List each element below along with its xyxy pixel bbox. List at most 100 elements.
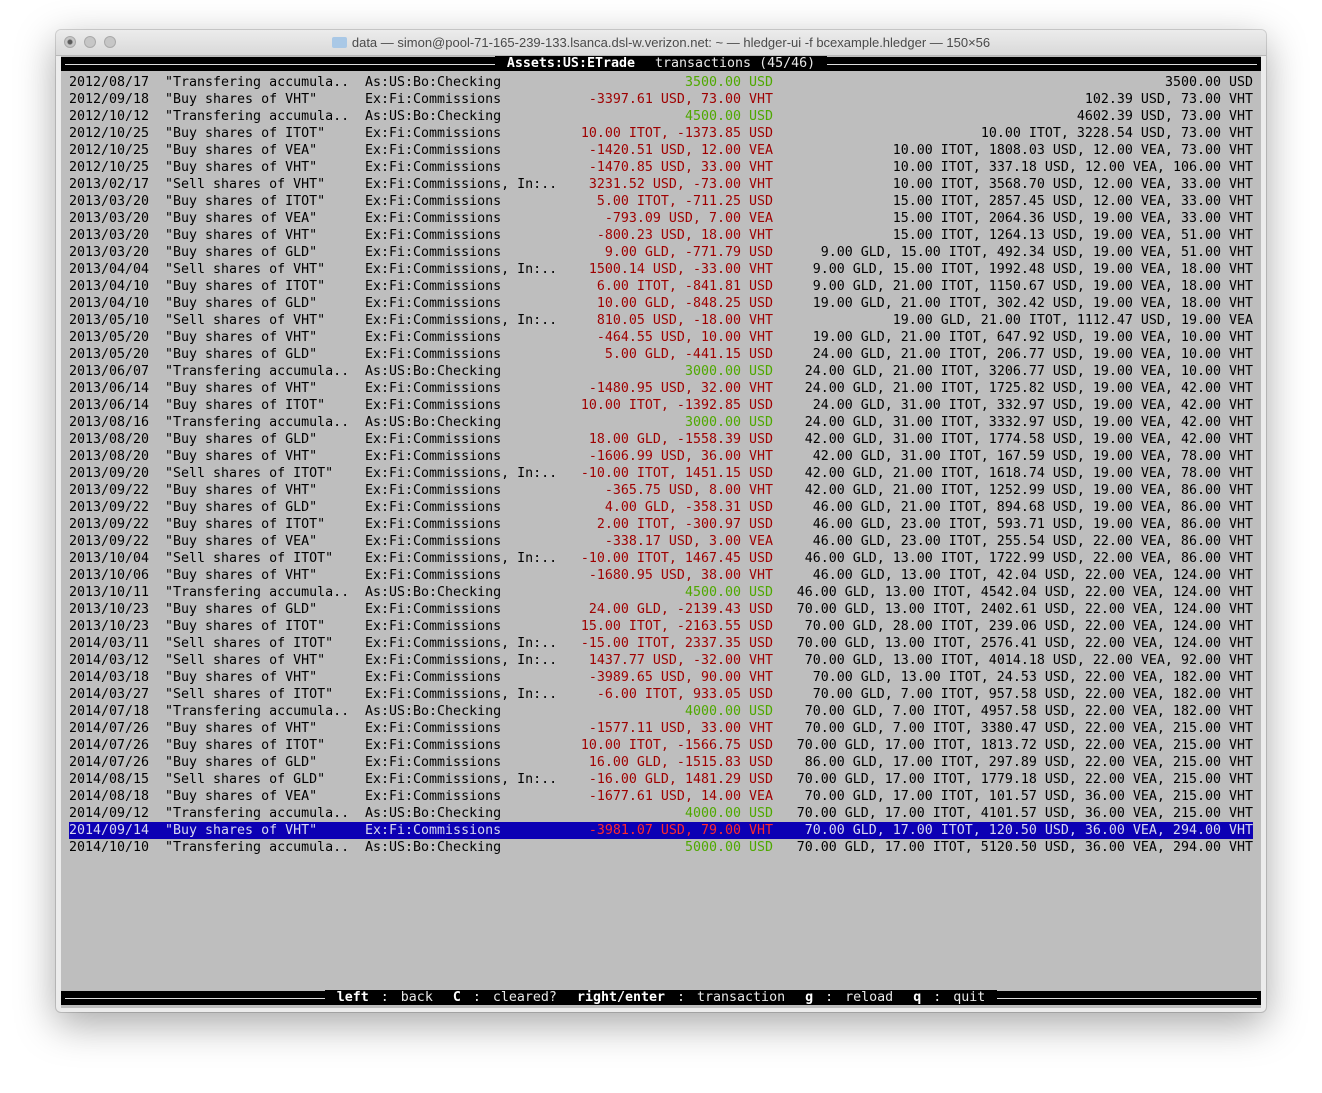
table-row[interactable]: 2013/03/20 "Buy shares of GLD" Ex:Fi:Commi… — [69, 244, 1253, 261]
amount-cell: -464.55 USD, 10.00 VHT — [596, 330, 773, 345]
amount-cell: -1606.99 USD, 36.00 VHT — [588, 449, 773, 464]
description-cell: "Transfering accumula.. — [165, 704, 350, 719]
table-row[interactable]: 2013/08/16 "Transfering accumula.. As:US:B… — [69, 414, 1253, 431]
table-row[interactable]: 2013/05/10 "Sell shares of VHT" Ex:Fi:Comm… — [69, 312, 1253, 329]
amount-cell: 10.00 ITOT, -1392.85 USD — [580, 398, 773, 413]
table-row[interactable]: 2013/06/07 "Transfering accumula.. As:US:B… — [69, 363, 1253, 380]
table-row[interactable]: 2013/10/11 "Transfering accumula.. As:US:B… — [69, 584, 1253, 601]
table-row[interactable]: 2013/05/20 "Buy shares of VHT" Ex:Fi:Commi… — [69, 329, 1253, 346]
table-row[interactable]: 2013/06/14 "Buy shares of VHT" Ex:Fi:Commi… — [69, 380, 1253, 397]
table-row[interactable]: 2013/03/20 "Buy shares of VEA" Ex:Fi:Commi… — [69, 210, 1253, 227]
amount-cell: 24.00 GLD, -2139.43 USD — [588, 602, 773, 617]
description-cell: "Buy shares of VHT" — [165, 228, 318, 243]
header-label: transactions (45/46) — [649, 56, 822, 71]
table-row[interactable]: 2014/07/26 "Buy shares of GLD" Ex:Fi:Commi… — [69, 754, 1253, 771]
table-row[interactable]: 2014/03/12 "Sell shares of VHT" Ex:Fi:Comm… — [69, 652, 1253, 669]
key-4: q — [907, 990, 928, 1005]
description-cell: "Buy shares of VEA" — [165, 789, 318, 804]
description-cell: "Buy shares of VHT" — [165, 381, 318, 396]
minimize-button[interactable] — [84, 36, 96, 48]
table-row[interactable]: 2013/05/20 "Buy shares of GLD" Ex:Fi:Commi… — [69, 346, 1253, 363]
table-row[interactable]: 2013/09/22 "Buy shares of VHT" Ex:Fi:Commi… — [69, 482, 1253, 499]
balance-cell: 15.00 ITOT, 2064.36 USD, 19.00 VEA, 33.0… — [892, 211, 1253, 226]
date-cell: 2013/10/11 — [69, 585, 150, 600]
balance-cell: 24.00 GLD, 21.00 ITOT, 206.77 USD, 19.00… — [812, 347, 1253, 362]
table-row[interactable]: 2013/03/20 "Buy shares of ITOT" Ex:Fi:Comm… — [69, 193, 1253, 210]
amount-cell: 4000.00 USD — [684, 806, 773, 821]
table-row[interactable]: 2014/10/10 "Transfering accumula.. As:US:B… — [69, 839, 1253, 856]
table-row[interactable]: 2014/07/18 "Transfering accumula.. As:US:B… — [69, 703, 1253, 720]
table-row[interactable]: 2012/08/17 "Transfering accumula.. As:US:B… — [69, 74, 1253, 91]
date-cell: 2013/10/23 — [69, 602, 150, 617]
date-cell: 2012/10/25 — [69, 160, 150, 175]
date-cell: 2013/03/20 — [69, 211, 150, 226]
balance-cell: 86.00 GLD, 17.00 ITOT, 297.89 USD, 22.00… — [804, 755, 1253, 770]
table-row[interactable]: 2013/06/14 "Buy shares of ITOT" Ex:Fi:Comm… — [69, 397, 1253, 414]
amount-cell: -1677.61 USD, 14.00 VEA — [588, 789, 773, 804]
amount-cell: 3000.00 USD — [684, 364, 773, 379]
description-cell: "Transfering accumula.. — [165, 364, 350, 379]
table-row[interactable]: 2012/09/18 "Buy shares of VHT" Ex:Fi:Commi… — [69, 91, 1253, 108]
date-cell: 2013/08/20 — [69, 432, 150, 447]
table-row[interactable]: 2014/03/27 "Sell shares of ITOT" Ex:Fi:Com… — [69, 686, 1253, 703]
date-cell: 2012/10/25 — [69, 143, 150, 158]
table-row[interactable]: 2012/10/12 "Transfering accumula.. As:US:B… — [69, 108, 1253, 125]
table-row[interactable]: 2013/02/17 "Sell shares of VHT" Ex:Fi:Comm… — [69, 176, 1253, 193]
table-row[interactable]: 2013/10/23 "Buy shares of GLD" Ex:Fi:Commi… — [69, 601, 1253, 618]
table-row[interactable]: 2013/09/22 "Buy shares of VEA" Ex:Fi:Commi… — [69, 533, 1253, 550]
zoom-button[interactable] — [104, 36, 116, 48]
balance-cell: 70.00 GLD, 7.00 ITOT, 3380.47 USD, 22.00… — [804, 721, 1253, 736]
amount-cell: 3500.00 USD — [684, 75, 773, 90]
balance-cell: 10.00 ITOT, 3568.70 USD, 12.00 VEA, 33.0… — [892, 177, 1253, 192]
balance-cell: 42.00 GLD, 31.00 ITOT, 1774.58 USD, 19.0… — [804, 432, 1253, 447]
amount-cell: -3397.61 USD, 73.00 VHT — [588, 92, 773, 107]
table-row[interactable]: 2012/10/25 "Buy shares of VEA" Ex:Fi:Commi… — [69, 142, 1253, 159]
key-action-3: reload — [839, 990, 900, 1005]
table-row[interactable]: 2014/08/18 "Buy shares of VEA" Ex:Fi:Commi… — [69, 788, 1253, 805]
table-row[interactable]: 2013/03/20 "Buy shares of VHT" Ex:Fi:Commi… — [69, 227, 1253, 244]
account-cell: Ex:Fi:Commissions, In:.. — [365, 653, 558, 668]
amount-cell: 2.00 ITOT, -300.97 USD — [596, 517, 773, 532]
table-row[interactable]: 2012/10/25 "Buy shares of VHT" Ex:Fi:Commi… — [69, 159, 1253, 176]
amount-cell: 10.00 ITOT, -1566.75 USD — [580, 738, 773, 753]
table-row[interactable]: 2013/10/23 "Buy shares of ITOT" Ex:Fi:Comm… — [69, 618, 1253, 635]
description-cell: "Sell shares of VHT" — [165, 313, 326, 328]
description-cell: "Sell shares of VHT" — [165, 177, 326, 192]
terminal-content[interactable]: Assets:US:ETrade transactions (45/46) 20… — [61, 56, 1261, 1008]
table-row[interactable]: 2012/10/25 "Buy shares of ITOT" Ex:Fi:Comm… — [69, 125, 1253, 142]
amount-cell: 3231.52 USD, -73.00 VHT — [588, 177, 773, 192]
table-row[interactable]: 2013/09/20 "Sell shares of ITOT" Ex:Fi:Com… — [69, 465, 1253, 482]
balance-cell: 70.00 GLD, 13.00 ITOT, 2402.61 USD, 22.0… — [796, 602, 1253, 617]
table-row[interactable]: 2014/03/11 "Sell shares of ITOT" Ex:Fi:Com… — [69, 635, 1253, 652]
table-row[interactable]: 2013/04/10 "Buy shares of ITOT" Ex:Fi:Comm… — [69, 278, 1253, 295]
table-row[interactable]: 2013/09/22 "Buy shares of ITOT" Ex:Fi:Comm… — [69, 516, 1253, 533]
table-row[interactable]: 2013/08/20 "Buy shares of VHT" Ex:Fi:Commi… — [69, 448, 1253, 465]
title-bar[interactable]: data — simon@pool-71-165-239-133.lsanca.… — [56, 30, 1266, 56]
description-cell: "Transfering accumula.. — [165, 75, 350, 90]
table-row[interactable]: 2014/07/26 "Buy shares of VHT" Ex:Fi:Commi… — [69, 720, 1253, 737]
balance-cell: 24.00 GLD, 31.00 ITOT, 3332.97 USD, 19.0… — [804, 415, 1253, 430]
balance-cell: 10.00 ITOT, 1808.03 USD, 12.00 VEA, 73.0… — [892, 143, 1253, 158]
description-cell: "Sell shares of VHT" — [165, 653, 326, 668]
table-row[interactable]: 2013/08/20 "Buy shares of GLD" Ex:Fi:Commi… — [69, 431, 1253, 448]
date-cell: 2013/05/20 — [69, 330, 150, 345]
table-row[interactable]: 2013/10/04 "Sell shares of ITOT" Ex:Fi:Com… — [69, 550, 1253, 567]
account-cell: Ex:Fi:Commissions — [365, 126, 502, 141]
table-row[interactable]: 2014/09/12 "Transfering accumula.. As:US:B… — [69, 805, 1253, 822]
table-row[interactable]: 2014/07/26 "Buy shares of ITOT" Ex:Fi:Comm… — [69, 737, 1253, 754]
amount-cell: -16.00 GLD, 1481.29 USD — [588, 772, 773, 787]
close-button[interactable] — [64, 36, 76, 48]
transaction-list[interactable]: 2012/08/17 "Transfering accumula.. As:US:B… — [69, 74, 1253, 856]
date-cell: 2014/07/26 — [69, 738, 150, 753]
date-cell: 2014/07/26 — [69, 721, 150, 736]
description-cell: "Buy shares of VEA" — [165, 534, 318, 549]
table-row[interactable]: 2014/08/15 "Sell shares of GLD" Ex:Fi:Comm… — [69, 771, 1253, 788]
table-row[interactable]: 2013/10/06 "Buy shares of VHT" Ex:Fi:Commi… — [69, 567, 1253, 584]
date-cell: 2013/08/16 — [69, 415, 150, 430]
table-row[interactable]: 2014/03/18 "Buy shares of VHT" Ex:Fi:Commi… — [69, 669, 1253, 686]
table-row[interactable]: 2013/09/22 "Buy shares of GLD" Ex:Fi:Commi… — [69, 499, 1253, 516]
table-row[interactable]: 2013/04/10 "Buy shares of GLD" Ex:Fi:Commi… — [69, 295, 1253, 312]
table-row[interactable]: 2013/04/04 "Sell shares of VHT" Ex:Fi:Comm… — [69, 261, 1253, 278]
table-row-selected[interactable]: 2014/09/14 "Buy shares of VHT" Ex:Fi:Commi… — [69, 822, 1253, 839]
date-cell: 2013/04/10 — [69, 279, 150, 294]
